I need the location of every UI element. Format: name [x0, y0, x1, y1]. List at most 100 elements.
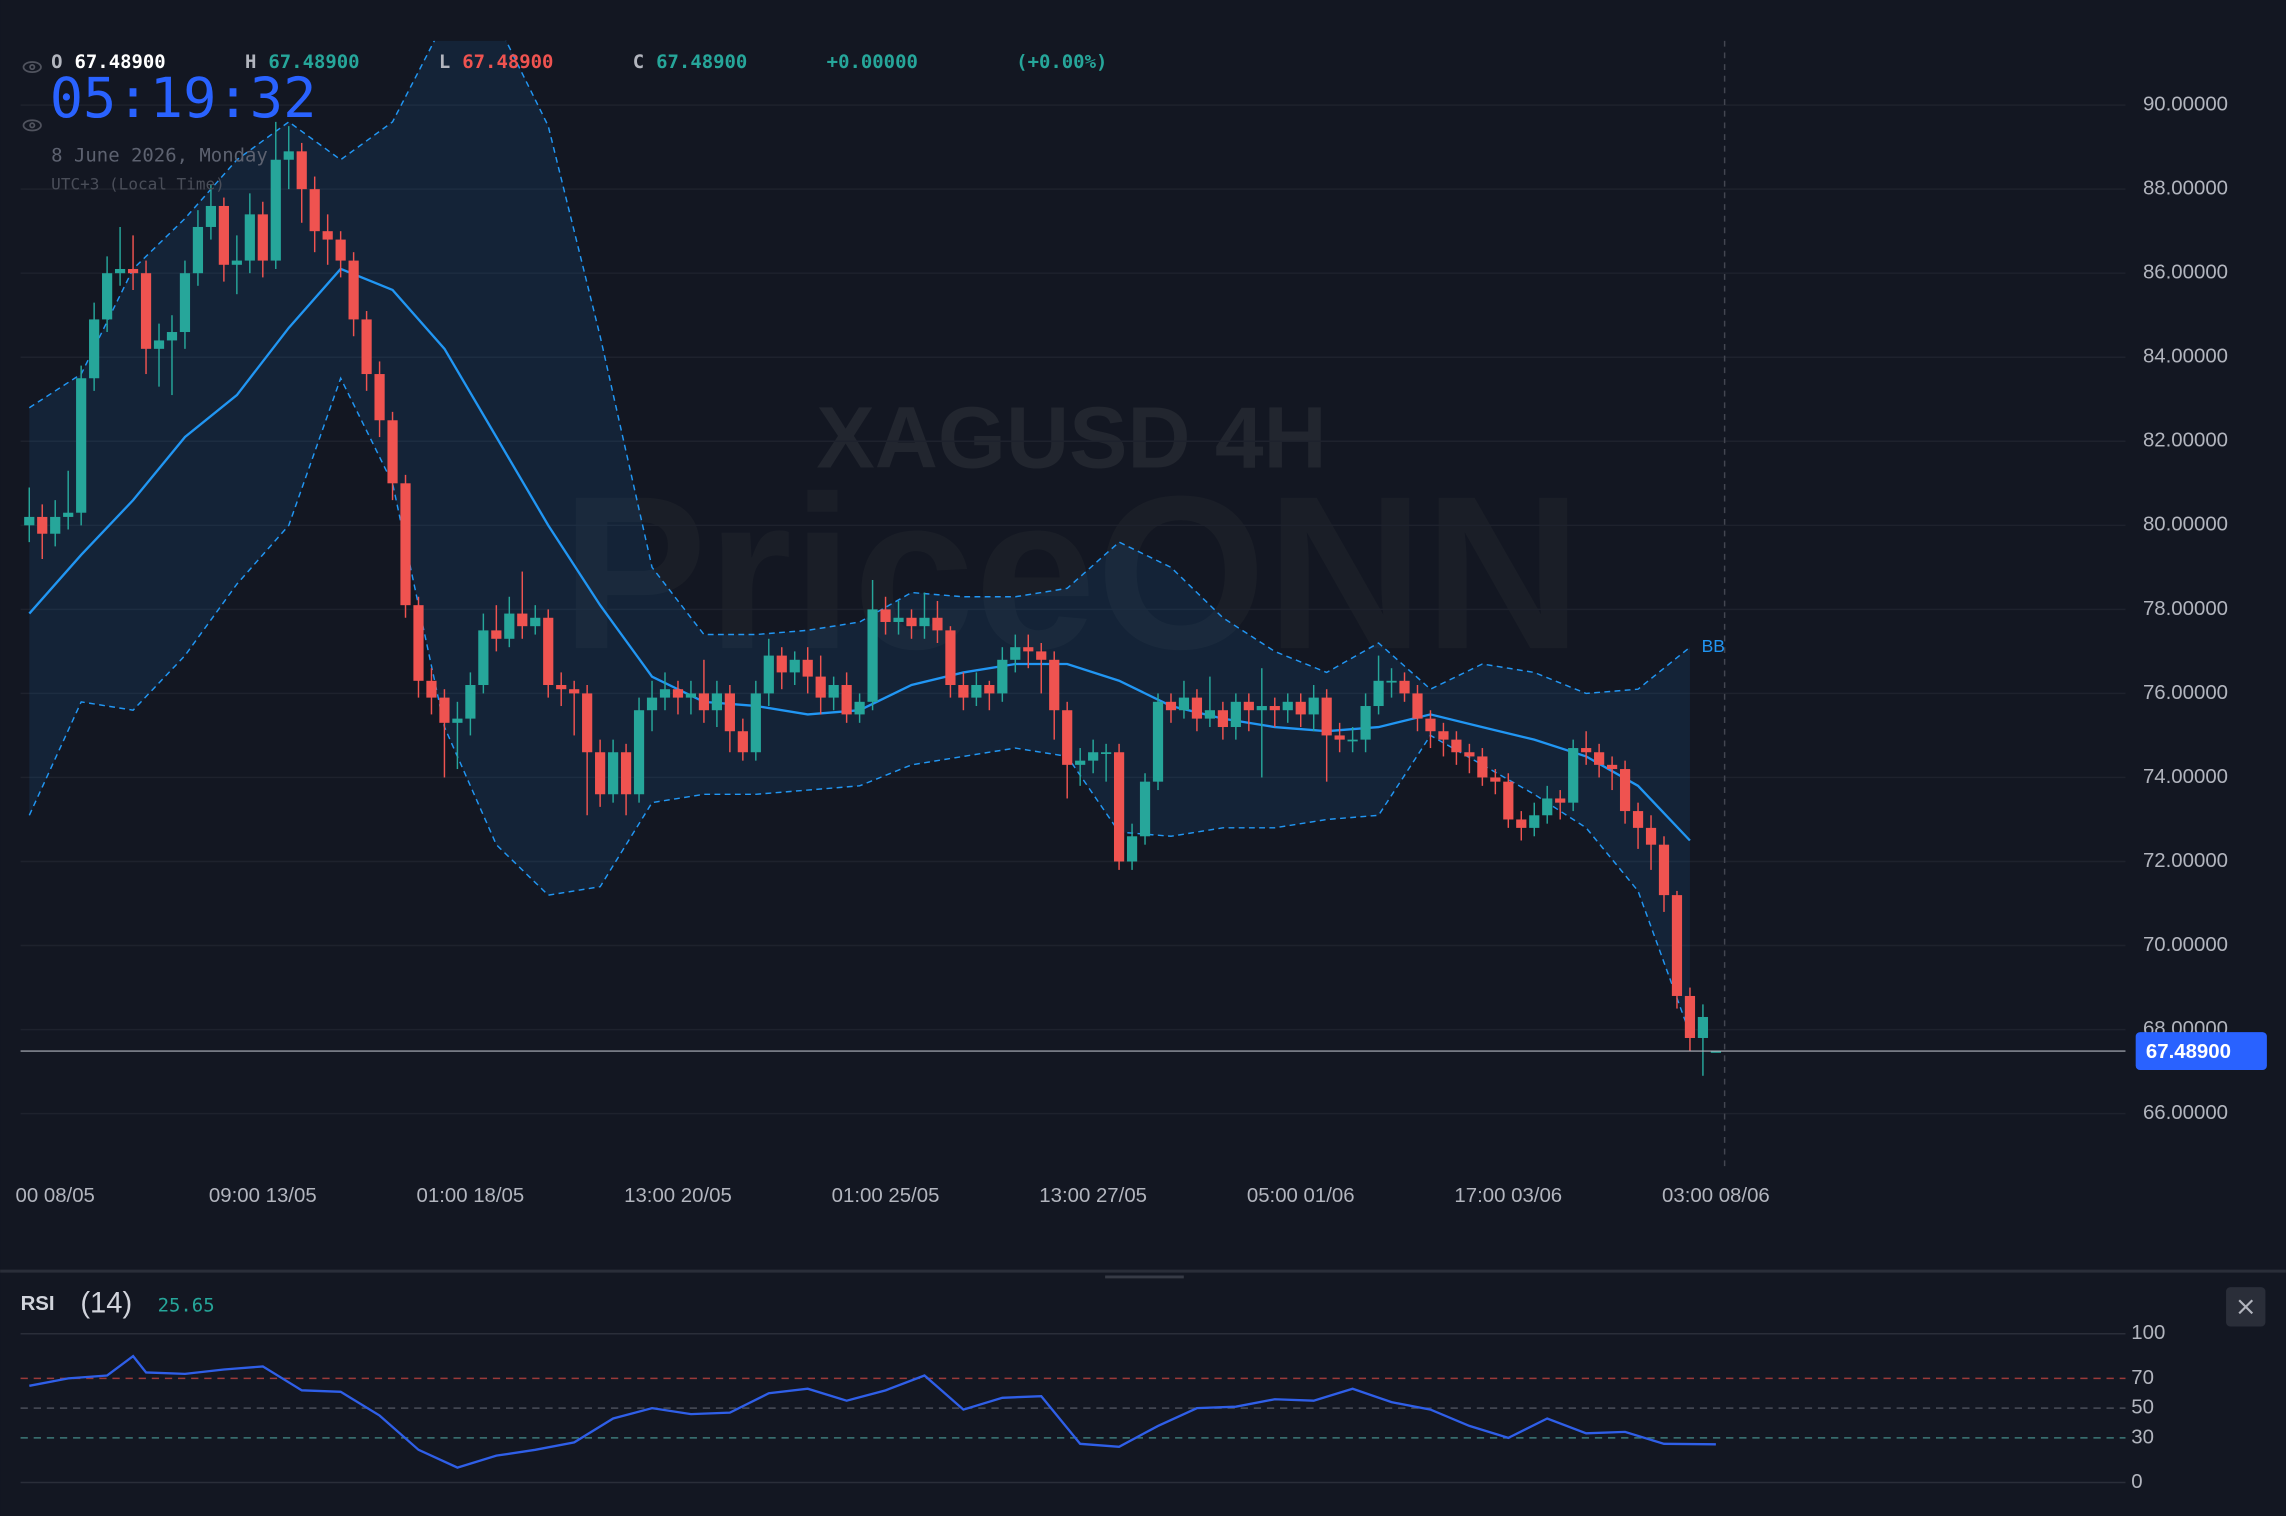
candle-body	[582, 693, 593, 753]
candle-body	[1697, 1016, 1709, 1038]
candle-body	[76, 378, 87, 513]
candle-body	[945, 630, 956, 686]
candle-body	[244, 214, 255, 261]
candle-body	[1490, 777, 1501, 782]
axes: 66.0000068.0000070.0000072.0000074.00000…	[16, 93, 2267, 1207]
candle-body	[1334, 735, 1345, 740]
candle-body	[1464, 752, 1475, 757]
last-price-tag	[2135, 1032, 2267, 1071]
candle-body	[1555, 798, 1566, 803]
candle-body	[1178, 697, 1190, 711]
candle-body	[802, 659, 813, 677]
candle-body	[1632, 811, 1644, 828]
clock-timezone: UTC+3 (Local Time)	[51, 175, 225, 194]
x-tick-label: 00 08/05	[16, 1185, 95, 1207]
candle-body	[867, 609, 878, 702]
candle-body	[1360, 706, 1371, 740]
candle-body	[63, 512, 74, 517]
bb-fill	[29, 40, 1690, 1034]
candle-body	[1191, 697, 1203, 719]
candle-body	[1671, 895, 1683, 996]
low-value: 67.48900	[462, 51, 553, 73]
candle-body	[620, 752, 632, 795]
change-percent: (+0.00%)	[1016, 51, 1107, 73]
candle-body	[1282, 701, 1293, 711]
candle-body	[1126, 836, 1138, 862]
candle-body	[465, 685, 476, 719]
candle-body	[893, 617, 904, 622]
rsi-pane: 0 30 50 70 100	[20, 1322, 2165, 1493]
bb-lower	[28, 376, 1691, 1035]
candle-body	[971, 685, 982, 698]
candle-body	[1645, 827, 1657, 845]
candle-body	[1308, 697, 1319, 715]
x-tick-label: 09:00 13/05	[209, 1185, 317, 1207]
low-label: L	[439, 51, 450, 73]
candle-body	[906, 617, 917, 627]
open-label: O	[51, 51, 62, 73]
y-tick-label: 82.00000	[2143, 430, 2228, 452]
candle-body	[1036, 651, 1047, 660]
candle-body	[919, 617, 930, 627]
eye-icon[interactable]	[22, 119, 42, 132]
candle-body	[1399, 680, 1410, 694]
candle-body	[1619, 769, 1631, 812]
candle-body	[724, 693, 735, 732]
watermark-brand: PriceONN	[561, 451, 1582, 695]
y-tick-label: 80.00000	[2143, 514, 2228, 536]
candle-body	[1516, 819, 1527, 828]
candle-body	[1023, 647, 1034, 652]
candle-body	[270, 159, 281, 261]
candle-body	[1269, 706, 1280, 711]
candle-body	[1217, 710, 1228, 728]
candle-body	[478, 630, 489, 686]
candle-body	[1710, 1051, 1721, 1053]
x-tick-label: 13:00 27/05	[1039, 1185, 1147, 1207]
candle-body	[1113, 752, 1125, 862]
rsi-title: RSI	[21, 1293, 55, 1315]
y-tick-label: 72.00000	[2143, 850, 2228, 872]
candle-body	[1607, 764, 1618, 770]
candle-body	[1101, 752, 1112, 754]
candle-body	[595, 752, 606, 795]
candle-body	[140, 273, 152, 349]
bb-label: BB	[1702, 636, 1725, 656]
rsi-tick-label: 100	[2131, 1322, 2165, 1344]
close-label: C	[633, 51, 644, 73]
watermark-symbol: XAGUSD 4H	[816, 389, 1326, 487]
candle-body	[828, 685, 839, 698]
candle-body	[1529, 815, 1540, 828]
x-tick-label: 03:00 08/06	[1662, 1185, 1770, 1207]
candle-body	[387, 420, 398, 484]
candle-body	[231, 260, 242, 265]
candle-body	[854, 701, 865, 715]
eye-icon[interactable]	[22, 61, 42, 74]
open-value: 67.48900	[75, 51, 166, 73]
candle-body	[322, 231, 333, 240]
candle-body	[543, 617, 554, 686]
candle-body	[1568, 748, 1579, 803]
candle-body	[1321, 697, 1332, 736]
candle-body	[1373, 680, 1384, 707]
clock-date: 8 June 2026, Monday	[51, 144, 268, 166]
candle-body	[1386, 680, 1397, 683]
candle-body	[1451, 739, 1462, 753]
candle-body	[711, 693, 722, 711]
change-value: +0.00000	[827, 51, 918, 73]
candle-body	[698, 693, 710, 711]
candle-body	[1049, 659, 1060, 711]
candle-body	[984, 685, 995, 694]
x-tick-label: 13:00 20/05	[624, 1185, 732, 1207]
close-button[interactable]	[2226, 1287, 2266, 1327]
candle-body	[1165, 701, 1177, 711]
candle-body	[309, 189, 320, 232]
candle-body	[958, 685, 969, 698]
candle-body	[413, 605, 424, 681]
candle-body	[296, 151, 307, 190]
candle-body	[1152, 701, 1164, 782]
candle-body	[1477, 756, 1488, 778]
candle-body	[1243, 701, 1254, 711]
candle-body	[1503, 781, 1514, 820]
rsi-period: (14)	[80, 1287, 132, 1319]
